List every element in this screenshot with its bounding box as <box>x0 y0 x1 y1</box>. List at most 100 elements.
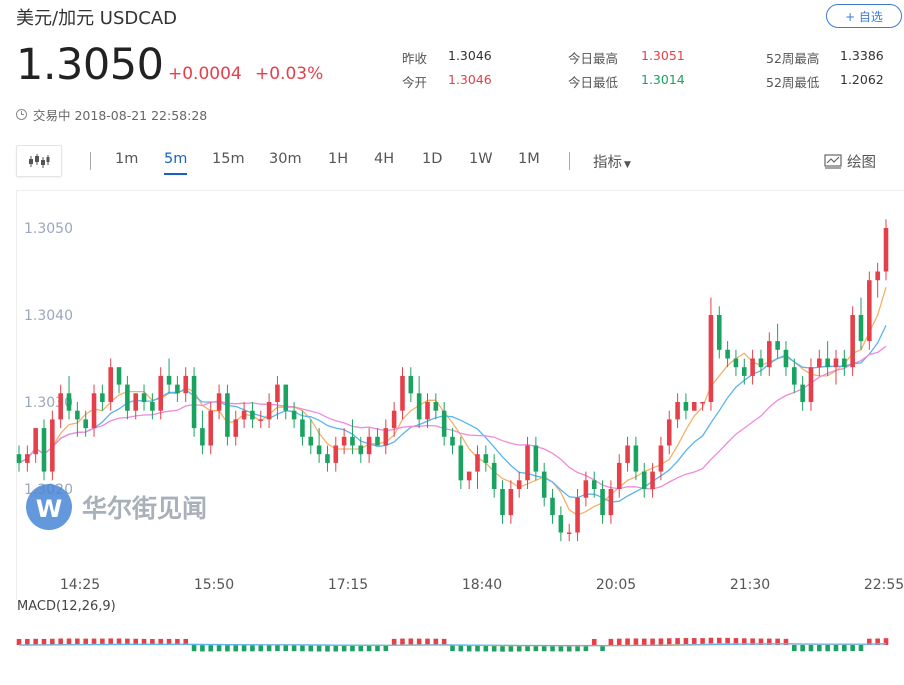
candle <box>300 410 305 446</box>
macd-histogram-bar <box>383 645 389 652</box>
candle <box>108 358 113 411</box>
candle <box>475 445 480 489</box>
macd-histogram-bar <box>475 645 480 652</box>
macd-histogram-bar <box>725 637 730 645</box>
candle <box>66 375 72 420</box>
candle-body <box>66 393 72 411</box>
candle-body <box>450 436 455 446</box>
macd-dea-line <box>19 643 887 647</box>
candle <box>533 436 539 481</box>
macd-histogram-bar <box>650 638 655 645</box>
candle-body <box>16 454 22 463</box>
draw-label: 绘图 <box>847 155 876 171</box>
candle-body <box>158 375 164 411</box>
candle-body <box>141 393 147 402</box>
candle-body <box>33 428 38 455</box>
candle-body <box>316 445 322 455</box>
candle-body <box>258 419 264 421</box>
macd-histogram-bar <box>33 638 38 645</box>
macd-histogram-bar <box>541 645 547 652</box>
x-tick-label: 21:30 <box>730 577 770 593</box>
candle-body <box>766 341 772 368</box>
draw-button[interactable]: 绘图 <box>824 151 876 172</box>
macd-histogram-bar <box>658 638 664 645</box>
candle <box>708 297 714 411</box>
macd-histogram-bar <box>308 645 314 652</box>
macd-histogram-bar <box>133 638 139 645</box>
candle-body <box>333 445 339 463</box>
macd-histogram-bar <box>817 645 822 652</box>
candle <box>433 393 439 420</box>
macd-histogram-bar <box>591 638 597 645</box>
macd-histogram-bar <box>691 638 697 645</box>
candle <box>783 341 789 376</box>
macd-histogram-bar <box>516 645 522 652</box>
stat-label-day-low: 今日最低 <box>568 75 619 90</box>
macd-histogram-bar <box>716 637 722 645</box>
candle <box>250 402 255 429</box>
candle-body <box>800 384 805 402</box>
candle <box>366 428 372 463</box>
candle <box>275 375 280 420</box>
macd-histogram-bar <box>58 638 63 645</box>
candle-body <box>733 358 739 368</box>
candle <box>566 523 572 542</box>
candle-body <box>400 375 405 411</box>
timeframe-1w[interactable]: 1W <box>469 151 493 167</box>
candle-body <box>666 419 672 446</box>
candle-body <box>525 445 530 481</box>
macd-histogram-bar <box>491 645 497 652</box>
macd-histogram-bar <box>875 638 880 645</box>
candle-body <box>283 384 289 411</box>
candle <box>750 349 755 385</box>
timeframe-1d[interactable]: 1D <box>422 151 443 167</box>
candle-body <box>575 497 580 533</box>
timeframe-1h[interactable]: 1H <box>328 151 349 167</box>
add-watchlist-button[interactable]: + 自选 <box>826 4 902 28</box>
timeframe-4h[interactable]: 4H <box>374 151 395 167</box>
candle <box>691 402 697 411</box>
candle <box>50 410 55 481</box>
macd-histogram-bar <box>641 638 647 645</box>
macd-histogram-bar <box>275 645 280 652</box>
indicator-dropdown[interactable]: 指标 ▼ <box>593 151 631 172</box>
candles <box>16 219 889 542</box>
clock-icon <box>16 109 27 120</box>
candle-body <box>883 228 889 272</box>
macd-histogram-bar <box>741 638 747 645</box>
candle-body <box>233 419 239 437</box>
candle-body <box>58 393 63 420</box>
timeframe-5m[interactable]: 5m <box>164 151 188 175</box>
timeframe-30m[interactable]: 30m <box>269 151 302 167</box>
candle <box>308 419 314 455</box>
macd-histogram-bar <box>792 645 797 652</box>
candlestick-toggle-button[interactable] <box>16 145 62 177</box>
candle <box>675 393 680 429</box>
macd-histogram-bar <box>508 645 514 652</box>
ma-line-20 <box>18 345 887 490</box>
timeframe-1m[interactable]: 1m <box>115 151 139 167</box>
candle-body <box>808 367 814 402</box>
macd-histogram-bar <box>466 645 472 652</box>
candle-body <box>850 315 855 368</box>
macd-histogram-bar <box>842 645 847 652</box>
candle <box>233 410 239 446</box>
chart-top-border <box>16 190 904 191</box>
candle-body <box>466 471 472 481</box>
candle <box>41 419 47 481</box>
candle <box>758 349 764 376</box>
candle-body <box>133 393 139 411</box>
candle-body <box>200 428 205 446</box>
candle-body <box>875 271 880 281</box>
timeframe-1mo[interactable]: 1M <box>518 151 540 167</box>
candle-body <box>758 358 764 368</box>
timeframe-15m[interactable]: 15m <box>212 151 245 167</box>
macd-histogram-bar <box>858 645 864 652</box>
candle-body <box>842 358 847 368</box>
candle-body <box>817 358 822 368</box>
candle-body <box>125 384 130 411</box>
candle <box>875 262 880 298</box>
y-axis-labels: 1.3050 1.3040 1.3030 1.3020 <box>24 221 73 498</box>
candle <box>842 349 847 376</box>
